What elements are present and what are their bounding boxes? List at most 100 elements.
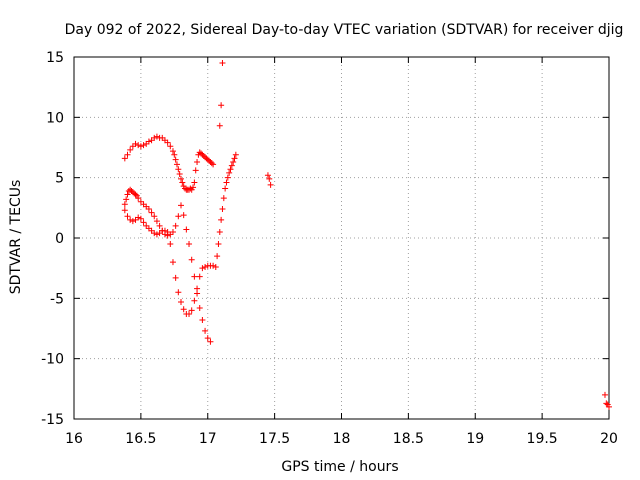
data-point	[182, 185, 189, 192]
data-point	[207, 338, 214, 345]
data-point	[164, 228, 171, 235]
data-point	[135, 195, 142, 202]
data-point	[179, 179, 186, 186]
y-tick-label: 5	[55, 171, 64, 187]
data-point	[127, 216, 134, 223]
data-point	[196, 273, 203, 280]
data-point	[188, 307, 195, 314]
data-point	[191, 273, 198, 280]
data-point	[601, 391, 608, 398]
data-point	[230, 158, 237, 165]
data-point	[145, 138, 152, 145]
series-end-segment	[601, 391, 612, 410]
data-point	[169, 148, 176, 155]
data-point	[194, 285, 201, 292]
data-point	[135, 142, 142, 149]
y-tick-label: 10	[46, 110, 64, 126]
data-point	[210, 262, 217, 269]
data-point	[219, 60, 226, 67]
series-arc-lower	[121, 151, 239, 318]
series-arc-upper	[121, 133, 217, 193]
data-point	[121, 201, 128, 208]
data-point	[121, 155, 128, 162]
data-point	[176, 171, 183, 178]
data-point	[223, 179, 230, 186]
data-point	[124, 151, 131, 158]
data-point	[151, 134, 158, 141]
data-point	[145, 206, 152, 213]
data-point	[169, 259, 176, 266]
data-point	[132, 140, 139, 147]
data-point	[172, 274, 179, 281]
x-tick-label: 19.5	[527, 431, 558, 447]
data-point	[194, 158, 201, 165]
data-point	[267, 181, 274, 188]
data-point	[204, 335, 211, 342]
chart-title: Day 092 of 2022, Sidereal Day-to-day VTE…	[65, 22, 624, 38]
data-point	[219, 206, 226, 213]
data-point	[124, 191, 131, 198]
data-point	[178, 175, 184, 182]
data-point	[121, 207, 128, 214]
data-point	[180, 306, 187, 313]
data-point	[172, 156, 179, 163]
grid	[74, 57, 609, 419]
data-point	[161, 227, 168, 234]
data-point	[169, 228, 176, 235]
data-point	[196, 304, 203, 311]
data-point	[175, 289, 182, 296]
data-point	[175, 213, 182, 220]
y-axis: -15 -10 -5 0 5 10 15	[41, 50, 609, 428]
data-point	[202, 327, 209, 334]
data-point	[132, 191, 139, 198]
x-tick-label: 19	[466, 431, 484, 447]
data-point	[180, 212, 187, 219]
x-tick-label: 17	[199, 431, 217, 447]
data-points	[121, 60, 612, 410]
data-point	[171, 151, 178, 158]
data-point	[175, 166, 182, 173]
data-point	[140, 142, 147, 149]
data-point	[215, 241, 222, 248]
data-point	[124, 213, 131, 220]
data-point	[148, 209, 155, 216]
data-point	[167, 143, 174, 150]
data-point	[266, 175, 273, 182]
data-point	[173, 161, 180, 168]
x-tick-label: 18.5	[393, 431, 424, 447]
data-point	[208, 160, 215, 167]
series-short-segment	[264, 172, 274, 188]
data-point	[216, 122, 223, 129]
data-point	[135, 214, 142, 221]
y-tick-label: -15	[41, 412, 64, 428]
data-point	[172, 222, 179, 229]
data-point	[220, 195, 227, 202]
data-point	[212, 263, 219, 270]
data-point	[186, 311, 193, 318]
data-point	[153, 133, 160, 140]
y-tick-label: -10	[41, 352, 64, 368]
data-point	[192, 167, 199, 174]
y-tick-label: 15	[46, 50, 64, 66]
data-point	[127, 146, 134, 153]
data-point	[123, 196, 130, 203]
data-point	[603, 400, 610, 407]
data-point	[167, 241, 174, 248]
data-point	[199, 317, 206, 324]
data-point	[218, 216, 225, 223]
data-point	[187, 185, 194, 192]
series-spike	[216, 60, 226, 129]
data-point	[188, 256, 195, 263]
y-axis-label: SDTVAR / TECUs	[8, 180, 24, 295]
x-tick-label: 16.5	[125, 431, 156, 447]
x-axis: 16 16.5 17 17.5 18 18.5 19 19.5 20	[65, 57, 618, 447]
data-point	[232, 151, 239, 158]
data-point	[224, 174, 231, 181]
data-point	[151, 230, 158, 237]
data-point	[164, 139, 171, 146]
data-point	[137, 143, 144, 150]
data-point	[153, 218, 160, 225]
x-axis-label: GPS time / hours	[281, 459, 398, 475]
data-point	[218, 102, 225, 109]
